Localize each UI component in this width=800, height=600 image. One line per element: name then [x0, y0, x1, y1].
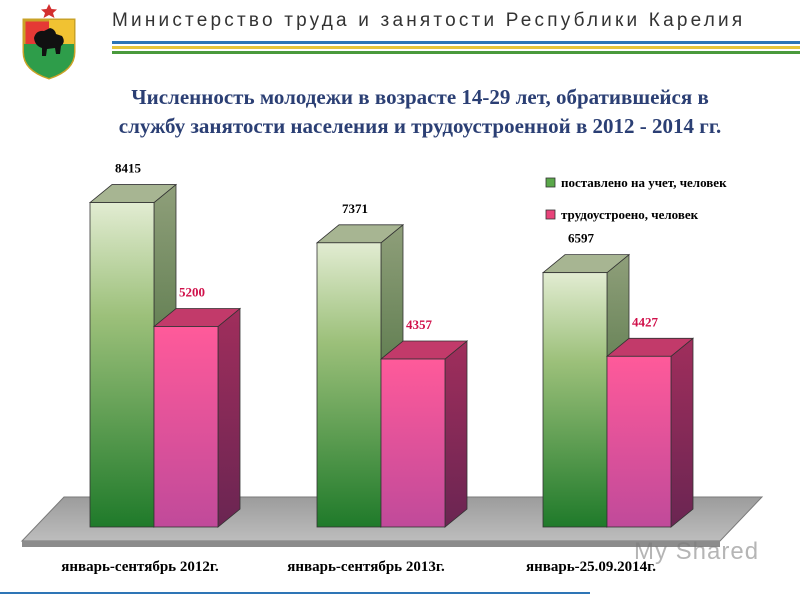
- value-label-registered-1: 7371: [342, 201, 368, 216]
- emblem-star-icon: [41, 4, 57, 18]
- slide-title-line2: службу занятости населения и трудоустрое…: [118, 114, 722, 138]
- emblem-bear-icon: [34, 28, 64, 56]
- emblem-icon: [22, 4, 76, 80]
- header-title: Министерство труда и занятости Республик…: [112, 10, 746, 31]
- legend-swatch-0: [545, 177, 556, 188]
- bar-employed-1: [379, 340, 469, 528]
- legend-label-0: поставлено на учет, человек: [561, 175, 727, 190]
- bar-employed-0: [152, 307, 242, 528]
- slide-title: Численность молодежи в возрасте 14-29 ле…: [40, 83, 800, 141]
- value-label-employed-0: 5200: [179, 285, 205, 300]
- slide-title-line1: Численность молодежи в возрасте 14-29 ле…: [131, 85, 709, 109]
- header-line-green: [112, 51, 800, 54]
- footer-line: [0, 592, 590, 594]
- value-label-registered-0: 8415: [115, 161, 142, 176]
- value-label-employed-1: 4357: [406, 317, 433, 332]
- bar-registered-0: [88, 183, 178, 528]
- header-line-yellow: [112, 46, 800, 49]
- value-label-employed-2: 4427: [632, 314, 659, 329]
- watermark-text: My Shared: [634, 538, 760, 565]
- category-label-2: январь-25.09.2014г.: [526, 559, 656, 575]
- category-label-0: январь-сентябрь 2012г.: [61, 559, 219, 575]
- legend-swatch-1: [545, 209, 556, 220]
- chart-floor-edge: [22, 541, 720, 547]
- header-line-blue: [112, 41, 800, 44]
- category-label-1: январь-сентябрь 2013г.: [287, 559, 445, 575]
- legend-label-1: трудоустроено, человек: [561, 207, 699, 222]
- value-label-registered-2: 6597: [568, 231, 595, 246]
- bar-employed-2: [605, 337, 695, 528]
